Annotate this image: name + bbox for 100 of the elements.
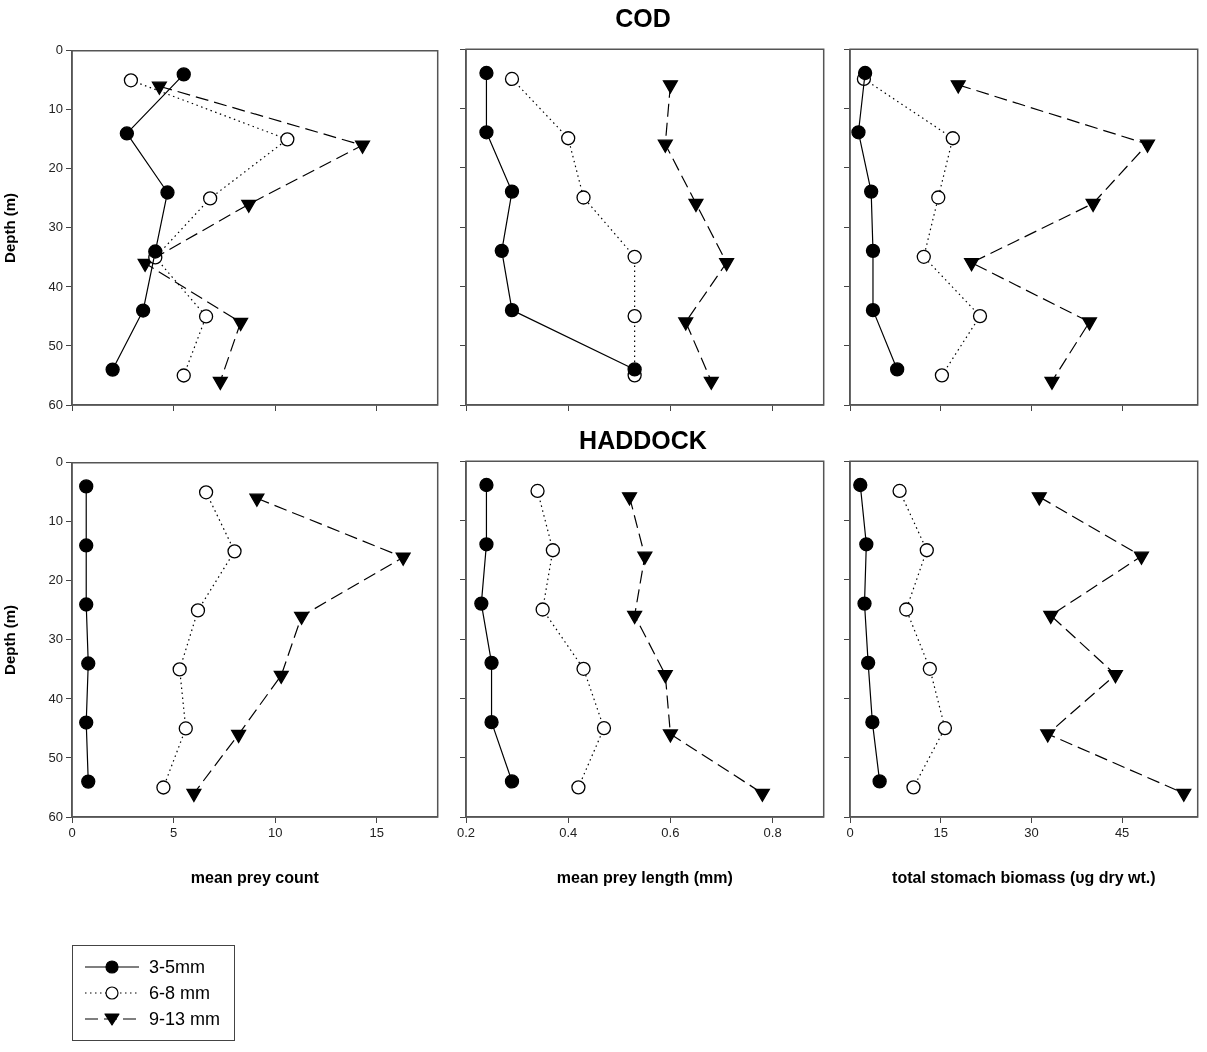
point bbox=[972, 308, 988, 324]
point bbox=[504, 184, 520, 199]
point bbox=[79, 715, 94, 730]
point bbox=[571, 780, 586, 795]
point bbox=[198, 309, 214, 324]
point bbox=[233, 317, 249, 331]
point bbox=[688, 198, 704, 213]
x-tick-label: 0.8 bbox=[763, 825, 782, 841]
point bbox=[1176, 788, 1192, 802]
x-tick-label: 0.4 bbox=[559, 825, 578, 841]
point bbox=[561, 131, 576, 146]
y-tick-label: 0 bbox=[55, 454, 63, 470]
point bbox=[703, 376, 719, 390]
x-axis-title: mean prey count bbox=[190, 868, 320, 886]
point bbox=[1044, 376, 1060, 390]
point bbox=[864, 184, 879, 199]
y-tick-label: 20 bbox=[48, 160, 63, 176]
y-tick-label: 40 bbox=[48, 278, 63, 294]
point bbox=[79, 597, 94, 612]
point bbox=[148, 244, 163, 259]
point bbox=[190, 603, 206, 618]
point bbox=[249, 493, 265, 507]
point bbox=[627, 308, 642, 324]
point bbox=[899, 602, 914, 617]
point bbox=[857, 596, 872, 611]
point bbox=[906, 780, 921, 795]
point bbox=[892, 483, 907, 499]
point bbox=[119, 126, 135, 141]
x-axis-title: mean prey length (mm) bbox=[556, 868, 733, 886]
point bbox=[294, 611, 310, 625]
y-tick-label: 20 bbox=[48, 572, 63, 588]
point bbox=[576, 661, 591, 676]
point bbox=[241, 199, 257, 213]
point bbox=[79, 538, 94, 553]
point bbox=[934, 368, 950, 383]
point bbox=[922, 661, 937, 676]
point bbox=[479, 537, 494, 552]
point bbox=[851, 125, 866, 140]
point bbox=[945, 131, 960, 146]
point bbox=[596, 720, 612, 736]
point bbox=[176, 67, 191, 82]
point bbox=[963, 258, 980, 272]
point bbox=[105, 362, 120, 377]
point bbox=[81, 656, 96, 671]
point bbox=[479, 65, 494, 81]
legend-label: 9-13 mm bbox=[149, 1008, 221, 1030]
point bbox=[859, 537, 874, 552]
point bbox=[950, 80, 966, 94]
point bbox=[1081, 317, 1098, 331]
x-tick-label: 15 bbox=[933, 825, 948, 841]
point bbox=[479, 125, 494, 140]
y-tick-label: 60 bbox=[48, 808, 63, 824]
point bbox=[890, 362, 905, 377]
point bbox=[160, 185, 175, 200]
point bbox=[79, 479, 94, 494]
point bbox=[535, 602, 550, 617]
point bbox=[479, 477, 494, 493]
point bbox=[212, 376, 228, 391]
point bbox=[545, 543, 561, 558]
point bbox=[178, 721, 193, 736]
point bbox=[1107, 670, 1124, 684]
point bbox=[1133, 551, 1150, 565]
point bbox=[576, 190, 591, 205]
y-tick-label: 60 bbox=[48, 396, 63, 412]
point bbox=[931, 190, 946, 205]
y-tick-label: 30 bbox=[48, 631, 63, 647]
point bbox=[172, 662, 187, 677]
point bbox=[865, 715, 880, 730]
point bbox=[1040, 729, 1056, 743]
point bbox=[530, 483, 545, 499]
x-tick-label: 10 bbox=[267, 825, 283, 841]
point bbox=[678, 317, 694, 331]
point bbox=[719, 258, 735, 272]
point bbox=[504, 774, 520, 789]
chart-title: HADDOCK bbox=[579, 426, 707, 455]
legend-label: 3-5mm bbox=[149, 956, 206, 978]
x-tick-label: 0.2 bbox=[456, 825, 476, 841]
point bbox=[919, 543, 934, 558]
y-tick-label: 50 bbox=[48, 337, 63, 353]
y-tick-label: 40 bbox=[48, 690, 63, 706]
x-tick-label: 45 bbox=[1114, 825, 1130, 841]
point bbox=[1031, 492, 1047, 506]
point bbox=[627, 362, 642, 377]
point bbox=[1085, 198, 1101, 213]
point bbox=[395, 552, 411, 566]
y-axis-title: Depth (m) bbox=[1, 604, 19, 675]
x-tick-label: 5 bbox=[169, 825, 178, 841]
point bbox=[872, 774, 887, 789]
point bbox=[865, 303, 881, 318]
x-tick-label: 30 bbox=[1024, 825, 1039, 841]
point bbox=[1139, 139, 1156, 153]
point bbox=[937, 720, 953, 736]
point bbox=[860, 655, 876, 671]
point bbox=[273, 670, 289, 684]
y-axis-title: Depth (m) bbox=[1, 192, 19, 263]
x-tick-label: 0 bbox=[846, 825, 854, 841]
point bbox=[504, 303, 520, 318]
point bbox=[754, 788, 770, 802]
legend-label: 6-8 mm bbox=[149, 982, 211, 1004]
point bbox=[627, 610, 643, 625]
